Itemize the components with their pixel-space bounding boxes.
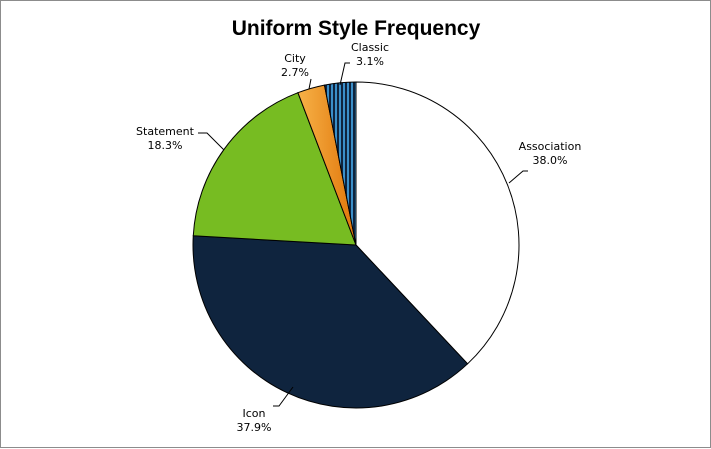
pie-slice-association	[355, 81, 520, 365]
leader-line-classic	[339, 62, 350, 86]
slice-label-association: Association	[519, 140, 582, 153]
slice-value-classic: 3.1%	[356, 55, 384, 68]
slice-value-city: 2.7%	[281, 66, 309, 79]
slice-value-icon: 37.9%	[237, 421, 272, 434]
slice-label-statement: Statement	[136, 125, 195, 138]
leader-line-icon	[273, 386, 294, 407]
leader-line-city	[308, 78, 312, 90]
slice-value-statement: 18.3%	[148, 139, 183, 152]
slice-label-classic: Classic	[351, 41, 389, 54]
pie-slice-statement	[192, 92, 357, 246]
slice-label-icon: Icon	[243, 407, 266, 420]
pie-slice-icon	[192, 235, 469, 409]
slice-value-association: 38.0%	[533, 154, 568, 167]
chart-title: Uniform Style Frequency	[232, 17, 481, 40]
slice-label-city: City	[284, 52, 306, 65]
leader-line-statement	[198, 132, 225, 151]
leader-line-association	[508, 170, 528, 184]
